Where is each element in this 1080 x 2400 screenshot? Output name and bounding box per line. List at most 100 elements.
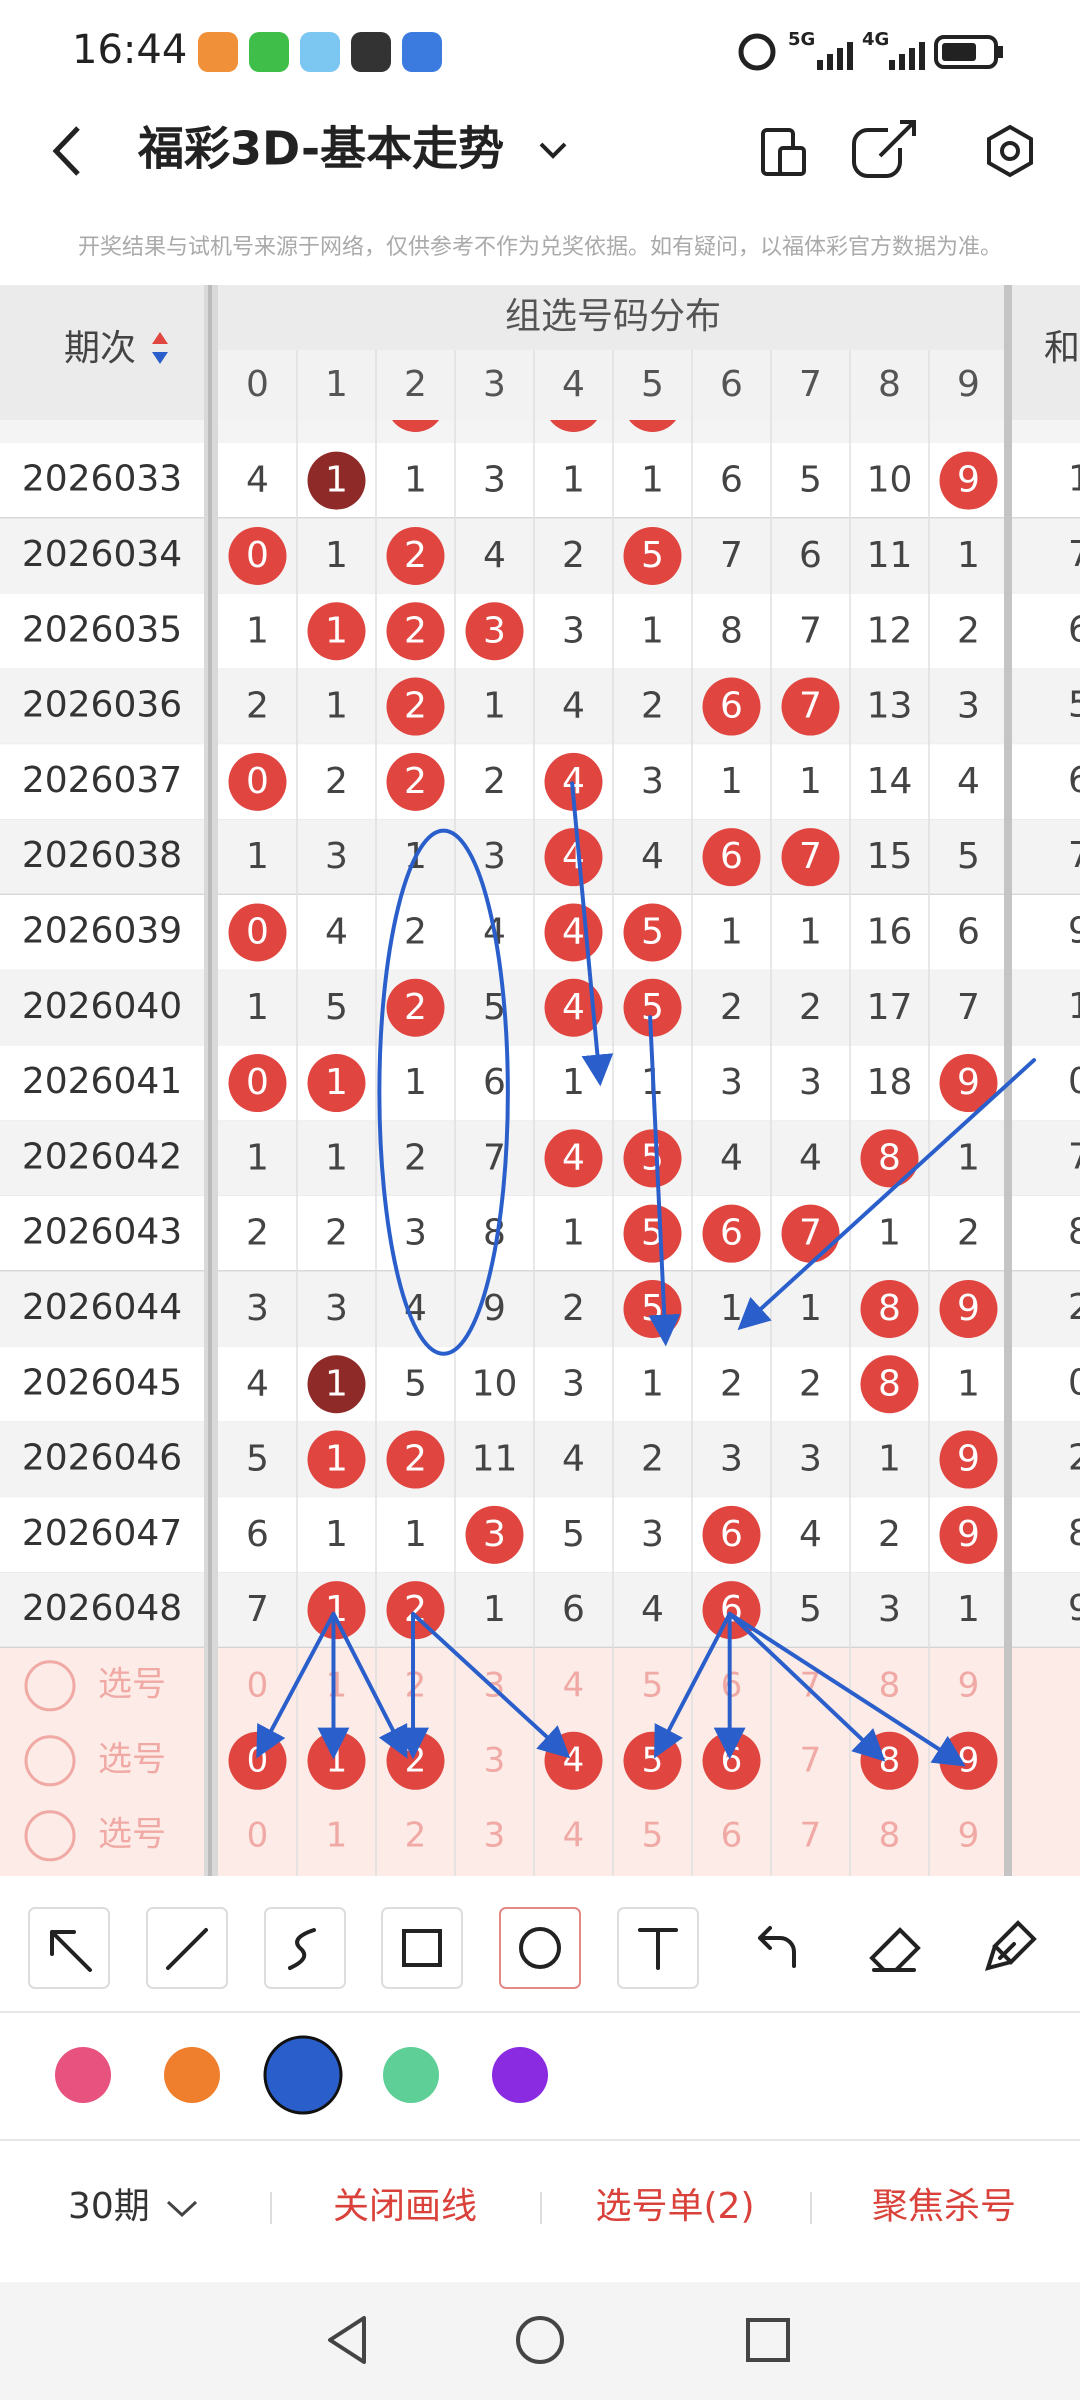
miss-count: 3 [878,1589,901,1630]
action-button[interactable]: 选号单(2) [596,2186,755,2227]
hit-number: 6 [720,836,743,877]
period-select[interactable]: 30期 [68,2186,150,2227]
miss-count: 1 [483,1589,506,1630]
miss-count: 2 [246,686,269,727]
select-digit[interactable]: 4 [563,1740,585,1780]
color-swatch[interactable] [383,2047,439,2103]
hit-circle [623,978,682,1037]
select-digit[interactable]: 4 [563,1815,585,1855]
status-icons: 5G 4G [738,29,1003,71]
select-digit[interactable]: 1 [326,1740,348,1780]
select-digit[interactable]: 9 [958,1740,980,1780]
select-digit[interactable]: 2 [405,1740,427,1780]
miss-count: 1 [799,1288,822,1329]
select-digit[interactable]: 7 [800,1815,822,1855]
tool-line[interactable] [146,1907,228,1989]
color-swatch[interactable] [55,2047,111,2103]
hit-number: 2 [404,987,427,1028]
color-swatch[interactable] [492,2047,548,2103]
sum-value: 8 [1068,1212,1080,1253]
select-digit[interactable]: 8 [879,1665,901,1705]
select-radio[interactable] [24,1735,76,1787]
hit-circle [544,978,603,1037]
miss-count: 1 [246,836,269,877]
hit-circle [623,1129,682,1188]
select-digit[interactable]: 1 [326,1665,348,1705]
select-digit[interactable]: 0 [247,1665,269,1705]
toolbar [0,1876,1080,2012]
tool-eraser[interactable] [869,1927,921,1972]
sum-value: 9 [1068,1588,1080,1629]
hit-number: 5 [641,1137,664,1178]
select-digit[interactable]: 4 [563,1665,585,1705]
miss-count: 1 [562,460,585,501]
partial-hit [550,420,597,432]
sum-value: 6 [1068,760,1080,801]
miss-count: 1 [325,686,348,727]
select-digit[interactable]: 8 [879,1815,901,1855]
color-swatch[interactable] [164,2047,220,2103]
action-button[interactable]: 聚焦杀号 [872,2186,1016,2227]
select-digit[interactable]: 1 [326,1815,348,1855]
draw-tools [28,1907,1037,1989]
hit-number: 8 [878,1363,901,1404]
action-button[interactable]: 关闭画线 [333,2186,477,2227]
select-digit[interactable]: 7 [800,1740,822,1780]
select-digit[interactable]: 6 [721,1815,743,1855]
hit-circle [939,451,998,510]
tool-text[interactable] [617,1907,699,1989]
tool-clear[interactable] [984,1920,1037,1971]
nav-home[interactable] [516,2316,564,2364]
color-swatch[interactable] [263,2035,343,2115]
hit-circle [228,1054,287,1113]
hit-circle [386,1581,445,1640]
select-digit[interactable]: 5 [642,1665,664,1705]
miss-count: 2 [404,911,427,952]
miss-count: 4 [799,1514,822,1555]
period: 2026041 [22,1061,182,1102]
share-icon[interactable] [852,120,916,178]
digit-header-cell: 3 [483,364,506,405]
miss-count: 1 [720,761,743,802]
select-radio[interactable] [24,1660,76,1712]
select-digit[interactable]: 5 [642,1815,664,1855]
title-dropdown[interactable] [539,142,567,159]
select-digit[interactable]: 9 [958,1665,980,1705]
tool-curve[interactable] [264,1907,346,1989]
partial-hit [629,420,676,432]
miss-count: 1 [957,1363,980,1404]
tool-undo[interactable] [758,1926,796,1968]
tool-rect[interactable] [381,1907,463,1989]
miss-count: 15 [867,836,913,877]
select-digit[interactable]: 3 [484,1815,506,1855]
hit-circle [623,903,682,962]
miss-count: 3 [246,1288,269,1329]
settings-icon[interactable] [987,124,1033,178]
digit-header-cell: 5 [641,364,664,405]
select-radio[interactable] [24,1810,76,1862]
select-label[interactable]: 选号 [98,1814,166,1854]
digit-header-cell: 2 [404,364,427,405]
select-digit[interactable]: 2 [405,1815,427,1855]
back-button[interactable] [52,126,80,176]
hit-number: 1 [325,610,348,651]
nav-recent[interactable] [746,2318,790,2362]
hit-number: 0 [246,1062,269,1103]
select-digit[interactable]: 3 [484,1665,506,1705]
phone-icon[interactable] [761,128,806,176]
nav-back[interactable] [328,2316,366,2364]
tool-circle[interactable] [499,1907,581,1989]
select-label[interactable]: 选号 [98,1739,166,1779]
select-digit[interactable]: 9 [958,1815,980,1855]
select-digit[interactable]: 8 [879,1740,901,1780]
select-digit[interactable]: 3 [484,1740,506,1780]
select-digit[interactable]: 0 [247,1815,269,1855]
hit-number: 1 [325,1439,348,1480]
sum-value: 7 [1068,1136,1080,1177]
tool-arrow[interactable] [28,1907,110,1989]
select-label[interactable]: 选号 [98,1664,166,1704]
miss-count: 11 [867,535,913,576]
select-digit[interactable]: 2 [405,1665,427,1705]
